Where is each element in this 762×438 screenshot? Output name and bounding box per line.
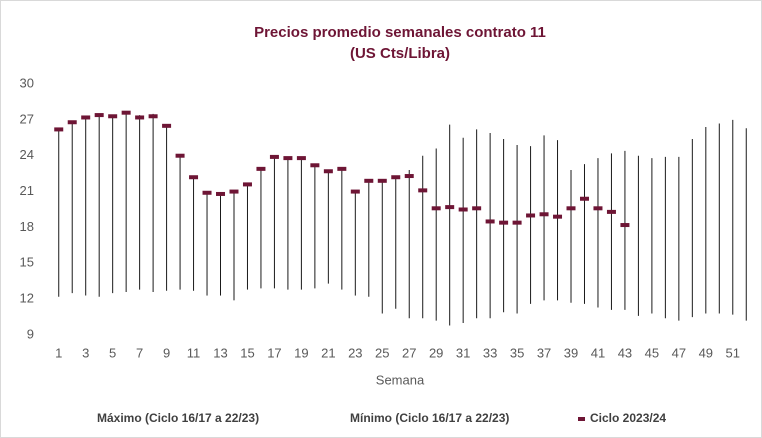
marker [431, 206, 441, 211]
marker [593, 206, 603, 211]
marker [472, 206, 482, 211]
x-tick-label: 43 [618, 345, 632, 360]
marker [148, 114, 158, 119]
marker [606, 209, 616, 214]
marker [458, 207, 468, 212]
marker [296, 156, 306, 161]
chart-subtitle: (US Cts/Libra) [350, 45, 450, 62]
y-tick-label: 15 [20, 255, 34, 270]
marker [539, 212, 549, 217]
x-tick-label: 33 [483, 345, 497, 360]
x-tick-label: 37 [537, 345, 551, 360]
x-tick-label: 15 [240, 345, 254, 360]
x-tick-label: 13 [213, 345, 227, 360]
x-tick-label: 41 [591, 345, 605, 360]
y-tick-label: 30 [20, 75, 34, 90]
marker [485, 219, 495, 224]
x-tick-label: 7 [136, 345, 143, 360]
marker [94, 113, 104, 118]
marker [269, 154, 279, 159]
legend-label: Ciclo 2023/24 [590, 411, 666, 425]
y-tick-label: 18 [20, 219, 34, 234]
x-tick-label: 49 [699, 345, 713, 360]
marker [216, 191, 226, 196]
y-tick-label: 9 [27, 326, 34, 341]
x-tick-label: 21 [321, 345, 335, 360]
legend-label: Mínimo (Ciclo 16/17 a 22/23) [350, 411, 509, 425]
marker [566, 206, 576, 211]
x-axis-label: Semana [376, 372, 425, 387]
marker [391, 175, 401, 180]
y-tick-label: 12 [20, 291, 34, 306]
marker [283, 156, 293, 161]
x-tick-label: 23 [348, 345, 362, 360]
marker [256, 166, 266, 171]
marker [418, 188, 428, 193]
x-tick-label: 19 [294, 345, 308, 360]
marker [189, 175, 199, 180]
marker [553, 214, 563, 219]
legend-marker [578, 417, 585, 421]
marker [512, 220, 522, 225]
marker [350, 189, 360, 194]
marker [81, 115, 91, 120]
marker [242, 182, 252, 187]
marker [310, 163, 320, 168]
x-tick-label: 27 [402, 345, 416, 360]
marker [121, 110, 131, 115]
x-tick-label: 1 [55, 345, 62, 360]
y-tick-label: 27 [20, 111, 34, 126]
y-tick-label: 24 [20, 147, 34, 162]
x-tick-label: 29 [429, 345, 443, 360]
chart-title: Precios promedio semanales contrato 11 [254, 24, 546, 41]
marker [108, 114, 118, 119]
x-tick-label: 47 [672, 345, 686, 360]
marker [162, 123, 172, 128]
x-tick-label: 11 [187, 345, 201, 360]
x-tick-label: 35 [510, 345, 524, 360]
marker [377, 178, 387, 183]
marker [135, 115, 145, 120]
marker [323, 169, 333, 174]
marker [499, 220, 509, 225]
x-tick-label: 45 [645, 345, 659, 360]
x-tick-label: 17 [267, 345, 281, 360]
x-tick-label: 39 [564, 345, 578, 360]
x-tick-label: 9 [163, 345, 170, 360]
marker [364, 178, 374, 183]
x-tick-label: 51 [726, 345, 740, 360]
legend-label: Máximo (Ciclo 16/17 a 22/23) [97, 411, 259, 425]
x-tick-label: 3 [82, 345, 89, 360]
marker [175, 153, 185, 158]
marker [445, 205, 455, 210]
marker [526, 213, 536, 218]
marker [54, 127, 64, 132]
marker [404, 174, 414, 179]
marker [229, 189, 239, 194]
x-tick-label: 5 [109, 345, 116, 360]
marker [620, 223, 630, 228]
marker [67, 120, 77, 125]
marker [202, 190, 212, 195]
x-tick-label: 25 [375, 345, 389, 360]
marker [337, 166, 347, 171]
marker [579, 196, 589, 201]
x-tick-label: 31 [456, 345, 470, 360]
y-tick-label: 21 [20, 183, 34, 198]
